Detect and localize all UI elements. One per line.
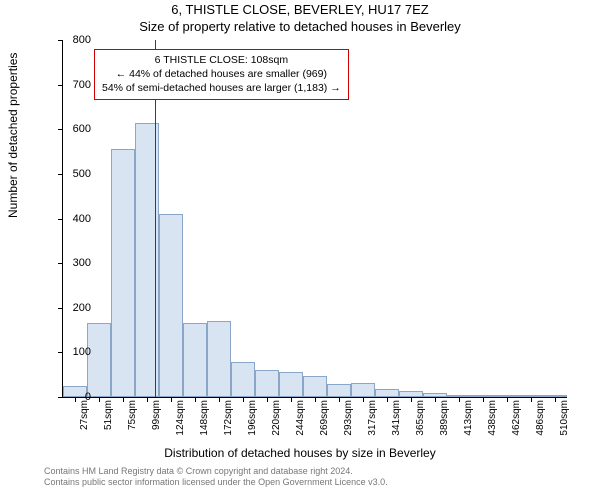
attribution-line1: Contains HM Land Registry data © Crown c… xyxy=(44,466,388,477)
histogram-bar xyxy=(87,323,111,397)
x-tick-label: 365sqm xyxy=(415,400,426,442)
x-tick-label: 462sqm xyxy=(511,400,522,442)
plot-area: 27sqm51sqm75sqm99sqm124sqm148sqm172sqm19… xyxy=(62,40,567,398)
x-tick-mark xyxy=(363,397,364,402)
y-tick-label: 600 xyxy=(51,123,91,135)
histogram-bar xyxy=(159,214,183,397)
x-tick-mark xyxy=(459,397,460,402)
x-tick-mark xyxy=(507,397,508,402)
attribution: Contains HM Land Registry data © Crown c… xyxy=(44,466,388,489)
x-tick-label: 196sqm xyxy=(247,400,258,442)
x-tick-mark xyxy=(339,397,340,402)
x-tick-label: 244sqm xyxy=(295,400,306,442)
y-tick-label: 800 xyxy=(51,34,91,46)
x-tick-label: 172sqm xyxy=(223,400,234,442)
histogram-bar xyxy=(207,321,231,397)
y-tick-label: 400 xyxy=(51,213,91,225)
x-tick-mark xyxy=(147,397,148,402)
x-tick-mark xyxy=(411,397,412,402)
histogram-bar xyxy=(279,372,303,397)
x-tick-label: 293sqm xyxy=(343,400,354,442)
x-axis-label: Distribution of detached houses by size … xyxy=(0,446,600,460)
annotation-line3: 54% of semi-detached houses are larger (… xyxy=(102,81,341,95)
annotation-line2: ← 44% of detached houses are smaller (96… xyxy=(102,67,341,81)
x-tick-mark xyxy=(219,397,220,402)
x-tick-mark xyxy=(267,397,268,402)
y-tick-label: 700 xyxy=(51,79,91,91)
x-tick-mark xyxy=(531,397,532,402)
x-tick-label: 75sqm xyxy=(127,400,138,442)
x-tick-mark xyxy=(195,397,196,402)
x-tick-label: 51sqm xyxy=(103,400,114,442)
y-tick-label: 500 xyxy=(51,168,91,180)
y-axis-label: Number of detached properties xyxy=(6,53,20,218)
x-tick-mark xyxy=(123,397,124,402)
x-tick-mark xyxy=(99,397,100,402)
x-tick-mark xyxy=(387,397,388,402)
x-tick-label: 510sqm xyxy=(559,400,570,442)
x-tick-label: 99sqm xyxy=(151,400,162,442)
x-tick-mark xyxy=(483,397,484,402)
histogram-bar xyxy=(111,149,135,397)
x-tick-label: 486sqm xyxy=(535,400,546,442)
x-tick-mark xyxy=(315,397,316,402)
x-tick-mark xyxy=(435,397,436,402)
x-tick-mark xyxy=(243,397,244,402)
y-tick-label: 200 xyxy=(51,302,91,314)
x-tick-label: 317sqm xyxy=(367,400,378,442)
x-tick-label: 148sqm xyxy=(199,400,210,442)
x-tick-mark xyxy=(171,397,172,402)
x-tick-label: 124sqm xyxy=(175,400,186,442)
page-title-line1: 6, THISTLE CLOSE, BEVERLEY, HU17 7EZ xyxy=(0,2,600,17)
x-tick-mark xyxy=(555,397,556,402)
annotation-line1: 6 THISTLE CLOSE: 108sqm xyxy=(102,53,341,67)
x-tick-label: 438sqm xyxy=(487,400,498,442)
annotation-box: 6 THISTLE CLOSE: 108sqm ← 44% of detache… xyxy=(94,49,349,100)
x-tick-label: 413sqm xyxy=(463,400,474,442)
x-tick-label: 341sqm xyxy=(391,400,402,442)
histogram-bar xyxy=(255,370,279,397)
x-tick-label: 27sqm xyxy=(79,400,90,442)
page-title-line2: Size of property relative to detached ho… xyxy=(0,19,600,34)
chart-container: 6, THISTLE CLOSE, BEVERLEY, HU17 7EZ Siz… xyxy=(0,0,600,500)
histogram-bar xyxy=(327,384,351,397)
histogram-bar xyxy=(231,362,255,397)
x-tick-label: 269sqm xyxy=(319,400,330,442)
x-tick-label: 220sqm xyxy=(271,400,282,442)
x-tick-mark xyxy=(291,397,292,402)
histogram-bar xyxy=(303,376,327,397)
y-tick-label: 100 xyxy=(51,346,91,358)
histogram-bar xyxy=(183,323,207,397)
x-tick-label: 389sqm xyxy=(439,400,450,442)
histogram-bar xyxy=(351,383,375,397)
y-tick-label: 300 xyxy=(51,257,91,269)
attribution-line2: Contains public sector information licen… xyxy=(44,477,388,488)
y-tick-label: 0 xyxy=(51,391,91,403)
histogram-bar xyxy=(375,389,399,397)
